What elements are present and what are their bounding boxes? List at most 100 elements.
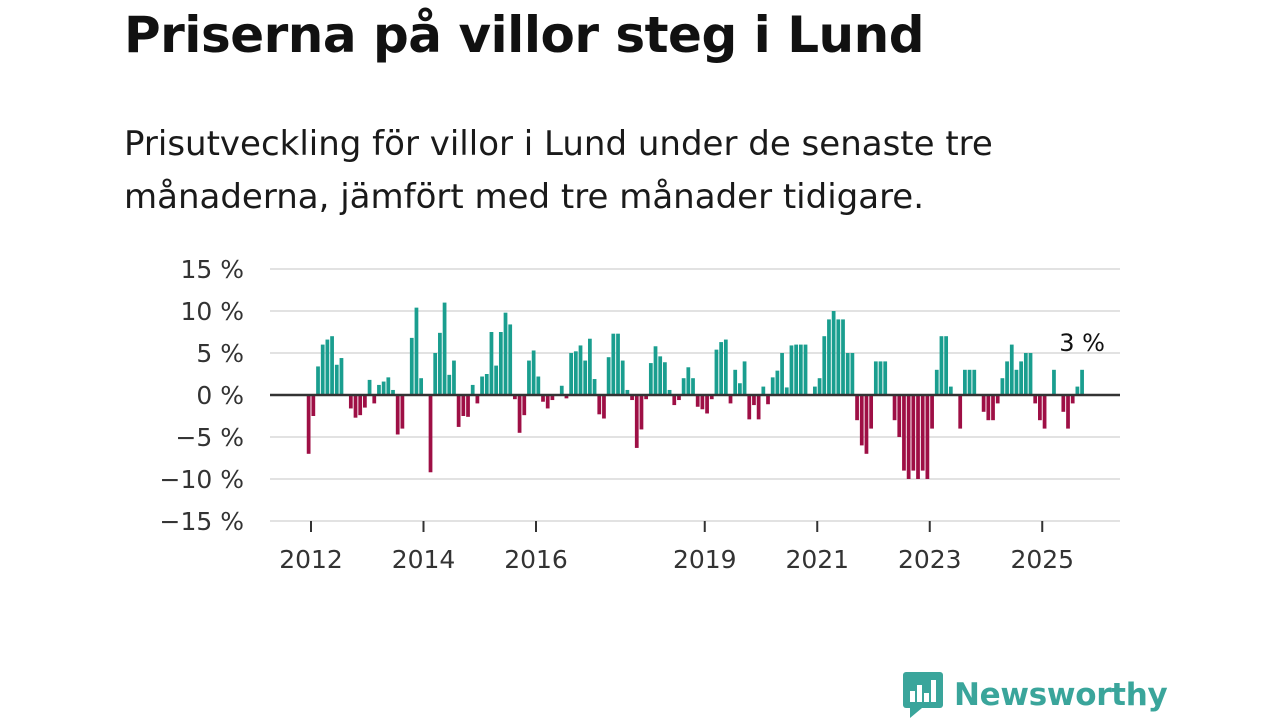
bar <box>339 358 344 395</box>
bar <box>686 367 691 395</box>
bar <box>761 386 766 395</box>
bar <box>353 395 358 418</box>
bar <box>517 395 522 433</box>
bar <box>592 379 597 395</box>
bar <box>1042 395 1047 429</box>
bar <box>714 349 719 395</box>
bar <box>480 376 484 395</box>
bar <box>864 395 869 454</box>
bar <box>878 361 883 395</box>
bar <box>419 378 424 395</box>
bar <box>817 378 822 395</box>
bar <box>859 395 864 446</box>
bar <box>320 344 325 395</box>
bar <box>981 395 986 412</box>
bar <box>695 395 700 407</box>
bar <box>930 395 934 429</box>
bar <box>775 370 780 395</box>
bar <box>569 353 574 395</box>
chart-title: Priserna på villor steg i Lund <box>124 6 925 64</box>
bar <box>873 361 878 395</box>
bar <box>578 345 583 395</box>
bar <box>836 319 841 395</box>
bar <box>1066 395 1070 429</box>
bar <box>442 302 447 395</box>
y-tick-label: 10 % <box>180 297 244 326</box>
bar <box>972 369 977 395</box>
bar <box>536 376 541 395</box>
bar <box>606 357 611 395</box>
bar <box>719 342 724 395</box>
latest-value-label: 3 % <box>1059 329 1105 357</box>
bar <box>967 369 972 395</box>
bar <box>475 395 480 404</box>
bar <box>653 346 658 395</box>
bar <box>869 395 874 429</box>
bar <box>925 395 930 479</box>
bar <box>545 395 550 409</box>
bar <box>658 356 663 395</box>
bar <box>780 353 784 395</box>
bar <box>728 395 733 404</box>
bar <box>681 378 686 395</box>
bar <box>906 395 911 479</box>
x-tick-label: 2023 <box>898 545 962 574</box>
y-tick-label: 15 % <box>180 255 244 284</box>
bar <box>583 360 588 395</box>
bar <box>742 361 747 395</box>
bar <box>995 395 1000 404</box>
bar <box>522 395 527 416</box>
bar <box>677 395 681 401</box>
bar <box>770 377 775 395</box>
bar <box>916 395 920 479</box>
bar <box>498 332 503 395</box>
bar <box>897 395 902 437</box>
bar <box>855 395 859 421</box>
bar <box>827 319 831 395</box>
bar <box>367 379 372 395</box>
bar <box>986 395 991 421</box>
bar <box>1052 369 1056 395</box>
x-tick-label: 2012 <box>279 545 343 574</box>
bar <box>564 395 569 399</box>
bar <box>939 336 944 395</box>
bar <box>1080 369 1084 395</box>
bar <box>831 311 836 395</box>
bar <box>634 395 639 448</box>
newsworthy-logo-icon <box>903 672 943 718</box>
bar <box>1019 361 1024 395</box>
bar <box>559 385 564 395</box>
bar <box>334 364 339 395</box>
bar <box>573 351 578 395</box>
newsworthy-logo: Newsworthy <box>902 670 1168 720</box>
bar <box>620 360 625 395</box>
bar <box>648 363 653 395</box>
bar <box>798 344 803 395</box>
bar <box>306 395 311 454</box>
bar <box>672 395 677 406</box>
bar <box>1023 353 1028 395</box>
bar <box>1009 344 1014 395</box>
bar <box>484 374 489 395</box>
bar <box>1000 378 1005 395</box>
bar <box>513 395 517 400</box>
bar <box>550 395 555 401</box>
y-tick-label: −5 % <box>175 423 244 452</box>
bar <box>311 395 316 416</box>
bar <box>1005 361 1009 395</box>
bar <box>756 395 761 420</box>
bar <box>372 395 377 404</box>
bar <box>794 344 799 395</box>
bar <box>348 395 353 409</box>
bar <box>845 353 850 395</box>
bar <box>963 369 967 395</box>
x-tick-label: 2016 <box>504 545 568 574</box>
bar <box>1061 395 1066 412</box>
bar <box>452 360 456 395</box>
bar <box>602 395 606 419</box>
bar <box>377 384 381 395</box>
newsworthy-logo-text: Newsworthy <box>954 677 1168 713</box>
y-tick-label: 0 % <box>196 381 244 410</box>
bar <box>705 395 709 414</box>
